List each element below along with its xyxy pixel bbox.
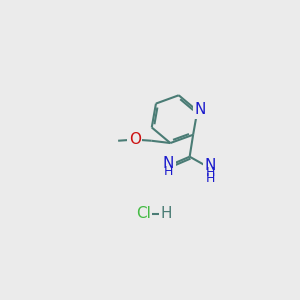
Text: H: H — [206, 172, 215, 185]
Text: H: H — [164, 165, 173, 178]
Text: N: N — [195, 102, 206, 117]
Text: N: N — [163, 156, 174, 171]
Text: Cl: Cl — [136, 206, 151, 221]
Text: H: H — [206, 167, 215, 179]
Text: N: N — [205, 158, 216, 173]
Text: O: O — [129, 132, 141, 147]
Text: H: H — [161, 206, 172, 221]
